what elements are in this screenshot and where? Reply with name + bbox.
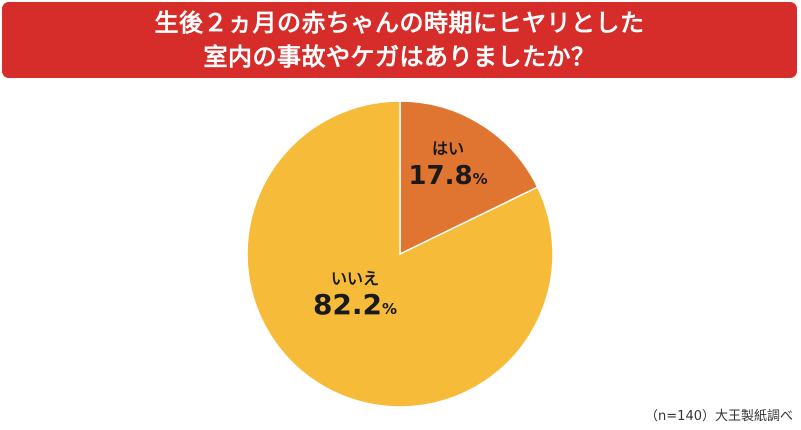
- slice-value-2: 82.2%: [313, 288, 397, 321]
- title-line-1: 生後２ヵ月の赤ちゃんの時期にヒヤリとした: [154, 9, 645, 37]
- slice-label-1: はい: [432, 139, 464, 158]
- slice-label-2: いいえ: [331, 269, 379, 288]
- footnote: （n=140）大王製紙調べ: [645, 409, 793, 424]
- title-banner: 生後２ヵ月の赤ちゃんの時期にヒヤリとした 室内の事故やケガはありましたか？: [2, 2, 797, 78]
- pie-slice-1: [399, 100, 539, 256]
- slice-value-1: 17.8%: [408, 161, 487, 191]
- pie-slice-2: [246, 100, 554, 408]
- title-line-2: 室内の事故やケガはありましたか？: [203, 43, 596, 71]
